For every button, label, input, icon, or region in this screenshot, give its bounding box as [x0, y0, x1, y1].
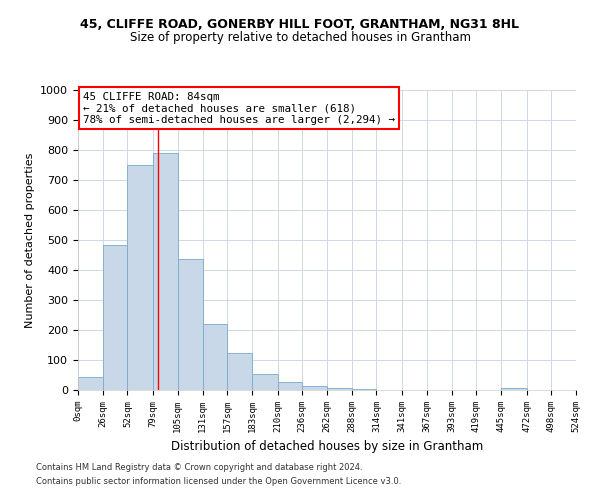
- Bar: [178, 258, 203, 390]
- Bar: [302, 386, 327, 390]
- Text: Size of property relative to detached houses in Grantham: Size of property relative to detached ho…: [130, 31, 470, 44]
- Text: Contains HM Land Registry data © Crown copyright and database right 2024.: Contains HM Land Registry data © Crown c…: [36, 464, 362, 472]
- Bar: [103, 244, 127, 390]
- Y-axis label: Number of detached properties: Number of detached properties: [25, 152, 35, 328]
- Bar: [203, 324, 227, 390]
- Bar: [352, 389, 376, 390]
- Bar: [78, 376, 103, 390]
- Bar: [501, 388, 527, 390]
- Text: 45 CLIFFE ROAD: 84sqm
← 21% of detached houses are smaller (618)
78% of semi-det: 45 CLIFFE ROAD: 84sqm ← 21% of detached …: [83, 92, 395, 124]
- Text: 45, CLIFFE ROAD, GONERBY HILL FOOT, GRANTHAM, NG31 8HL: 45, CLIFFE ROAD, GONERBY HILL FOOT, GRAN…: [80, 18, 520, 30]
- Bar: [252, 374, 278, 390]
- X-axis label: Distribution of detached houses by size in Grantham: Distribution of detached houses by size …: [171, 440, 483, 454]
- Bar: [153, 153, 178, 390]
- Bar: [278, 382, 302, 390]
- Text: Contains public sector information licensed under the Open Government Licence v3: Contains public sector information licen…: [36, 477, 401, 486]
- Bar: [327, 388, 352, 390]
- Bar: [127, 165, 153, 390]
- Bar: [227, 352, 252, 390]
